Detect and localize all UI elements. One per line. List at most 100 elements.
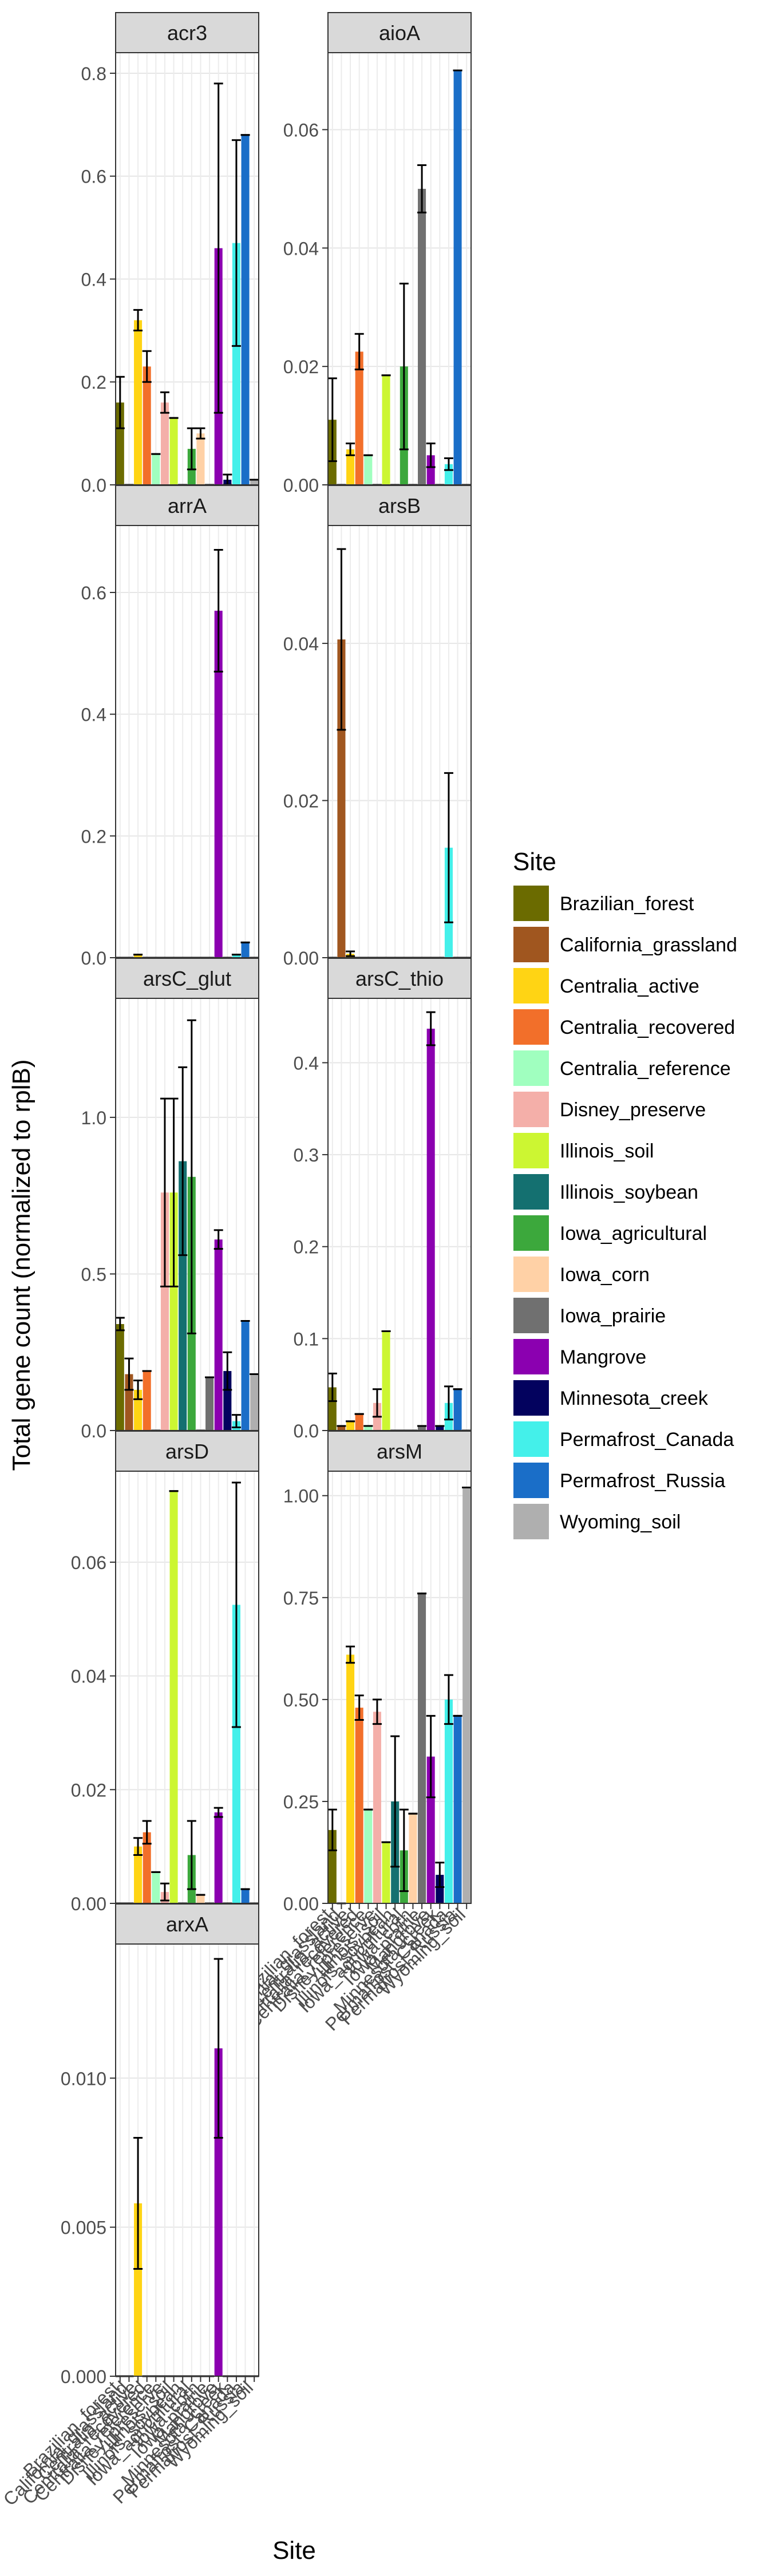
bar-Disney_preserve: [160, 1192, 169, 1431]
panel-border: [327, 1471, 472, 1904]
y-tick-label: 0.8: [81, 64, 106, 84]
bar-Centralia_recovered: [355, 1708, 363, 1903]
bar-Mangrove: [426, 1756, 435, 1903]
legend-swatch-Wyoming_soil: [512, 1503, 550, 1540]
legend-label-Minnesota_creek: Minnesota_creek: [560, 1388, 709, 1409]
legend-swatch-Iowa_agricultural: [512, 1214, 550, 1252]
bar-Centralia_recovered: [143, 1371, 151, 1431]
y-tick-label: 0.4: [81, 705, 106, 725]
legend-swatch-Iowa_prairie: [512, 1297, 550, 1334]
y-tick-label: 0.2: [294, 1237, 319, 1258]
bar-Permafrost_Russia: [453, 1389, 462, 1431]
panel-arsD: arsD 0.00 0.02 0.04 0.06: [71, 1431, 259, 1914]
y-tick-label: 0.06: [71, 1552, 106, 1573]
bar-Disney_preserve: [160, 402, 169, 485]
bar-Centralia_recovered: [143, 1832, 151, 1903]
y-tick-label: 0.6: [81, 167, 106, 187]
panel-plot-area: [116, 998, 259, 1431]
legend-label-Iowa_corn: Iowa_corn: [560, 1264, 650, 1286]
panel-title: arsD: [165, 1440, 209, 1463]
bar-California_grassland: [337, 639, 346, 958]
legend-swatch-Permafrost_Russia: [512, 1461, 550, 1499]
y-tick-label: 0.005: [61, 2218, 106, 2238]
legend-title: Site: [513, 848, 556, 876]
legend-label-Centralia_active: Centralia_active: [560, 975, 699, 997]
legend-label-Mangrove: Mangrove: [560, 1346, 646, 1368]
bar-Illinois_soil: [169, 1192, 178, 1431]
y-tick-label: 0.04: [283, 238, 319, 259]
y-tick-label: 0.00: [283, 475, 319, 496]
bar-Iowa_prairie: [418, 1593, 426, 1903]
bar-Iowa_corn: [196, 433, 205, 485]
bar-Permafrost_Russia: [453, 70, 462, 485]
bar-Permafrost_Canada: [232, 243, 240, 485]
legend-label-Disney_preserve: Disney_preserve: [560, 1099, 706, 1121]
x-axis-label: Site: [272, 2537, 316, 2565]
panel-title: aioA: [379, 21, 420, 45]
y-tick-label: 0.3: [294, 1145, 319, 1165]
legend-swatch-Centralia_active: [512, 967, 550, 1005]
bar-Iowa_prairie: [418, 1425, 426, 1431]
bar-Centralia_reference: [364, 1809, 373, 1903]
panel-acr3: acr3 0.0 0.2 0.4 0.6 0.8: [81, 12, 259, 496]
legend-swatch-Illinois_soybean: [512, 1173, 550, 1211]
y-tick-label: 0.6: [81, 583, 106, 603]
legend-swatch-Mangrove: [512, 1338, 550, 1376]
bar-Brazilian_forest: [116, 1323, 124, 1431]
bar-Illinois_soil: [382, 1842, 390, 1903]
legend-label-Iowa_agricultural: Iowa_agricultural: [560, 1223, 707, 1244]
legend-swatch-Centralia_recovered: [512, 1008, 550, 1046]
bar-Minnesota_creek: [436, 1425, 444, 1431]
bar-Mangrove: [426, 455, 435, 485]
bar-Permafrost_Canada: [444, 1699, 453, 1903]
panel-aioA: aioA 0.00 0.02 0.04 0.06: [283, 12, 472, 496]
bar-Brazilian_forest: [328, 1830, 337, 1903]
bar-Centralia_recovered: [355, 351, 363, 485]
panel-strip: [327, 958, 472, 999]
y-tick-label: 0.04: [71, 1666, 106, 1687]
bar-Iowa_corn: [409, 1814, 417, 1903]
bar-Permafrost_Russia: [241, 1321, 250, 1431]
y-tick-label: 0.000: [61, 2366, 106, 2387]
bar-Iowa_prairie: [205, 1377, 214, 1431]
y-tick-label: 0.25: [283, 1792, 319, 1812]
legend-swatch-Illinois_soil: [512, 1132, 550, 1170]
y-tick-label: 0.02: [71, 1780, 106, 1800]
y-tick-label: 0.5: [81, 1264, 106, 1285]
bar-Minnesota_creek: [223, 1371, 232, 1431]
bar-Mangrove: [214, 1239, 223, 1431]
bar-Centralia_active: [346, 1421, 355, 1431]
legend-label-Permafrost_Russia: Permafrost_Russia: [560, 1470, 725, 1492]
legend-label-Centralia_recovered: Centralia_recovered: [560, 1017, 735, 1038]
panel-title: arsB: [378, 494, 421, 517]
bar-Mangrove: [214, 2048, 223, 2376]
panel-title: acr3: [167, 21, 207, 45]
panel-title: arsC_thio: [355, 967, 444, 990]
y-tick-label: 0.00: [283, 1894, 319, 1914]
bar-Disney_preserve: [373, 1712, 381, 1903]
bar-Brazilian_forest: [116, 402, 124, 485]
bar-Permafrost_Russia: [241, 135, 250, 485]
y-axis-label: Total gene count (normalized to rplB): [7, 1059, 35, 1471]
y-tick-label: 0.4: [294, 1053, 319, 1073]
panel-strip: [115, 958, 259, 999]
legend-swatch-Iowa_corn: [512, 1255, 550, 1293]
panel-border: [115, 1943, 259, 2377]
bar-Centralia_reference: [152, 454, 160, 485]
bar-Illinois_soil: [382, 1331, 390, 1431]
bar-Permafrost_Russia: [453, 1716, 462, 1903]
bar-Centralia_reference: [364, 455, 373, 485]
bar-Centralia_reference: [152, 1872, 160, 1903]
bar-Wyoming_soil: [250, 1374, 259, 1431]
bar-Minnesota_creek: [436, 1875, 444, 1903]
bar-Permafrost_Russia: [241, 1889, 250, 1903]
bar-Illinois_soybean: [179, 1161, 187, 1431]
y-tick-label: 0.00: [71, 1894, 106, 1914]
bar-Brazilian_forest: [328, 1387, 337, 1431]
bar-Illinois_soil: [169, 418, 178, 485]
bar-Mangrove: [426, 1029, 435, 1431]
y-tick-label: 0.0: [81, 948, 106, 969]
y-tick-label: 0.0: [81, 475, 106, 496]
